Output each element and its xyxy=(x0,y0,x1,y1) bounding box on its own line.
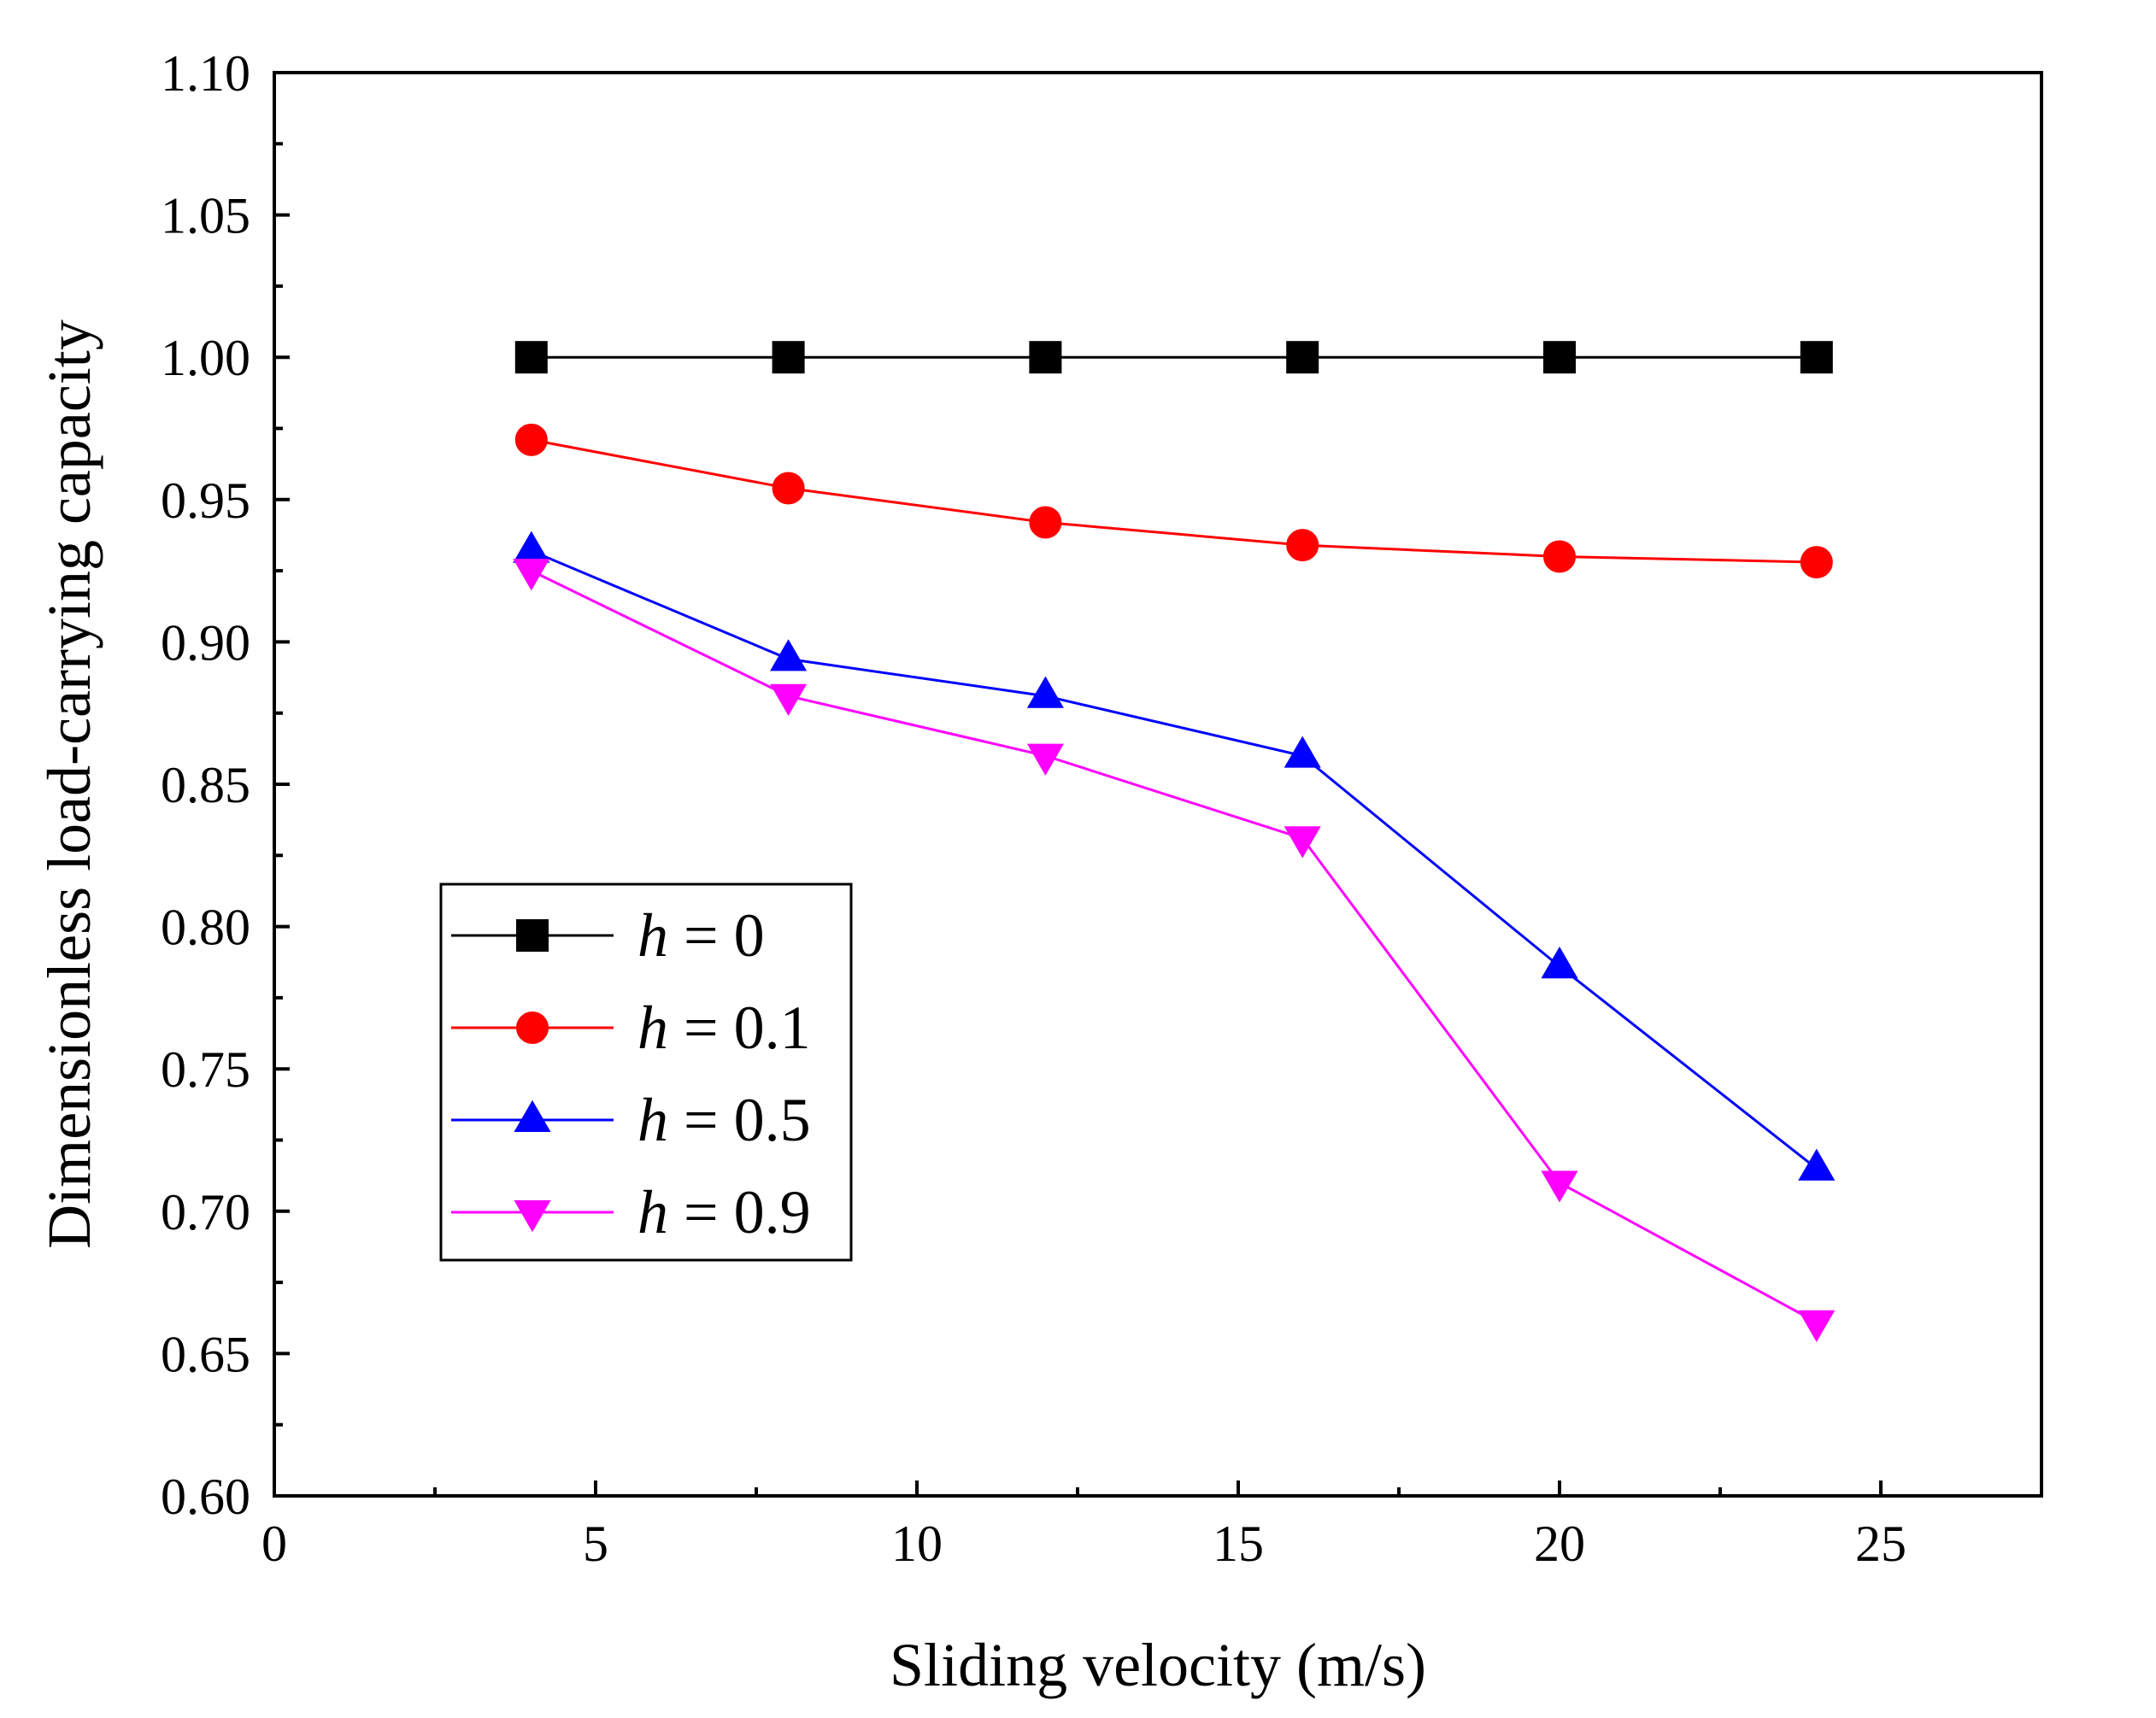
data-point xyxy=(1287,342,1318,372)
legend-label: h = 0.5 xyxy=(637,1086,811,1154)
x-tick-label: 20 xyxy=(1534,1516,1585,1572)
x-tick-label: 5 xyxy=(583,1516,608,1572)
legend-marker xyxy=(517,920,548,951)
y-tick-label: 0.95 xyxy=(161,472,250,529)
y-tick-label: 1.00 xyxy=(161,330,250,386)
x-tick-label: 10 xyxy=(891,1516,943,1572)
y-tick-label: 0.85 xyxy=(161,757,250,813)
data-point xyxy=(1030,342,1060,372)
data-point xyxy=(773,472,804,503)
legend: h = 0 h = 0.1 h = 0.5 h = 0.9 xyxy=(441,884,851,1260)
legend-label: h = 0 xyxy=(637,901,765,970)
data-point xyxy=(1801,342,1832,372)
data-point xyxy=(1030,507,1060,537)
y-tick-label: 0.75 xyxy=(161,1041,250,1098)
x-tick-label: 0 xyxy=(261,1516,287,1572)
y-tick-label: 1.05 xyxy=(161,188,250,244)
x-tick-label: 25 xyxy=(1855,1516,1906,1572)
data-point xyxy=(1544,342,1575,372)
x-tick-label: 15 xyxy=(1213,1516,1264,1572)
data-point xyxy=(773,342,804,372)
line-chart: 0 5 10 15 20 25 0.60 0.65 0.70 0.75 0.80 0.85 0.90 0.… xyxy=(0,0,2156,1718)
data-point xyxy=(516,425,547,455)
y-tick-label: 0.60 xyxy=(161,1469,250,1525)
data-point xyxy=(1287,530,1318,560)
legend-marker xyxy=(517,1012,548,1043)
y-axis-title: Dimensionless load-carrying capacity xyxy=(35,320,103,1249)
data-point xyxy=(1544,541,1575,572)
y-tick-label: 0.80 xyxy=(161,900,250,956)
y-tick-label: 1.10 xyxy=(161,45,250,102)
y-tick-label: 0.70 xyxy=(161,1184,250,1240)
legend-label: h = 0.9 xyxy=(637,1178,811,1246)
legend-label: h = 0.1 xyxy=(637,994,811,1062)
y-tick-label: 0.90 xyxy=(161,614,250,671)
data-point xyxy=(516,342,547,372)
y-tick-label: 0.65 xyxy=(161,1326,250,1382)
data-point xyxy=(1801,547,1832,578)
x-axis-title: Sliding velocity (m/s) xyxy=(890,1631,1426,1699)
chart-background xyxy=(0,0,2156,1718)
